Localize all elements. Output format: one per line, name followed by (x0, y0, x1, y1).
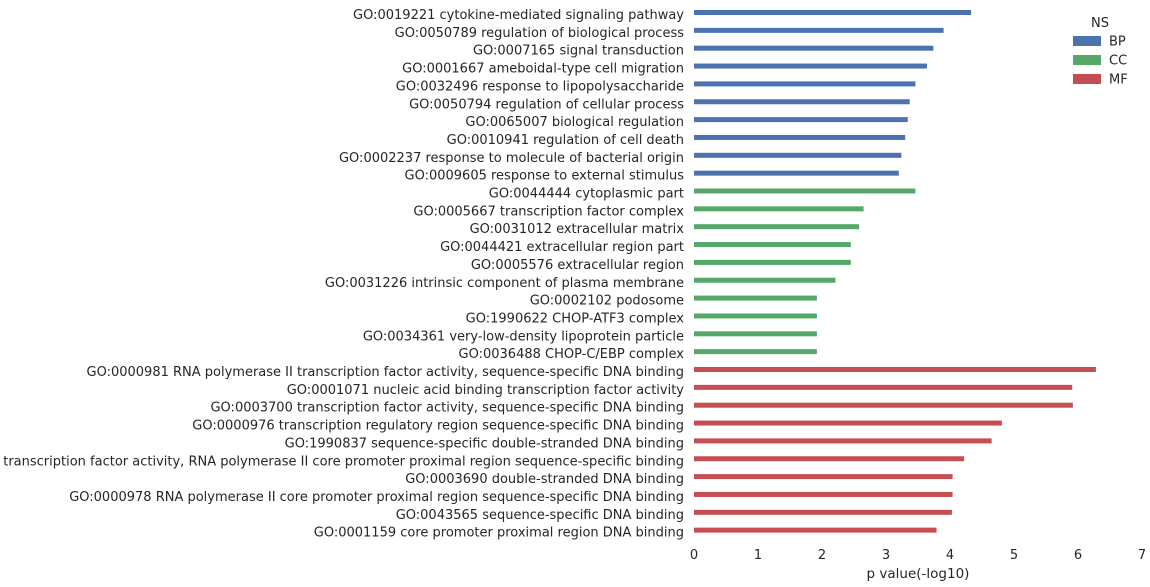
category-label-go-0050794: GO:0050794 regulation of cellular proces… (409, 97, 684, 112)
bar-go-0000978 (694, 491, 953, 497)
bar-go-0036488 (694, 349, 817, 355)
bar-go-0009605 (694, 170, 899, 176)
bar-go-0001071 (694, 384, 1073, 390)
x-tick-label-7: 7 (1138, 548, 1146, 563)
category-label-go-0044421: GO:0044421 extracellular region part (440, 240, 684, 255)
x-axis-title: p value(-log10) (867, 566, 970, 582)
category-label-go-0036488: GO:0036488 CHOP-C/EBP complex (459, 347, 685, 362)
legend-label-bp: BP (1109, 35, 1126, 50)
legend-label-mf: MF (1109, 73, 1128, 88)
bar-go-0001159 (694, 527, 937, 533)
x-tick-label-1: 1 (754, 548, 762, 563)
bar-go-0065007 (694, 117, 908, 123)
category-label-go-0065007: GO:0065007 biological regulation (465, 115, 684, 130)
category-label-go-0000976: GO:0000976 transcription regulatory regi… (192, 419, 684, 434)
x-tick-label-6: 6 (1074, 548, 1082, 563)
category-label-go-0001159: GO:0001159 core promoter proximal region… (314, 526, 684, 541)
category-label-go-0007165: GO:0007165 signal transduction (473, 44, 684, 59)
bar-go-1990622 (694, 313, 817, 319)
bar-go-0003690 (694, 474, 953, 480)
bar-go-0050789 (694, 27, 944, 33)
category-label-go-0032496: GO:0032496 response to lipopolysaccharid… (396, 79, 684, 94)
category-label-go-0003700: GO:0003700 transcription factor activity… (210, 401, 684, 416)
category-label-go-0031012: GO:0031012 extracellular matrix (470, 222, 685, 237)
category-label-go-0002102: GO:0002102 podosome (530, 294, 684, 309)
bar-go-0002237 (694, 152, 902, 158)
x-tick-label-2: 2 (818, 548, 826, 563)
legend-swatch-mf (1073, 74, 1101, 84)
bar-go-0000981 (694, 367, 1096, 372)
bar-go-0005667 (694, 206, 864, 212)
bar-go-0010941 (694, 134, 906, 140)
category-label-go-0000978: GO:0000978 RNA polymerase II core promot… (69, 490, 684, 505)
category-label-go-0043565: GO:0043565 sequence-specific DNA binding (396, 508, 684, 523)
bars-group (694, 10, 1096, 533)
legend-entries: BP CC MF (1073, 35, 1128, 88)
x-tick-label-0: 0 (690, 548, 698, 563)
category-label-go-0003690: GO:0003690 double-stranded DNA binding (405, 472, 684, 487)
category-label-go-0000982: GO:0000982 transcription factor activity… (0, 454, 684, 469)
bar-go-0043565 (694, 509, 952, 515)
category-label-go-1990837: GO:1990837 sequence-specific double-stra… (285, 436, 684, 451)
bar-go-0000982 (694, 456, 965, 462)
bar-go-0001667 (694, 63, 927, 69)
category-label-go-0019221: GO:0019221 cytokine-mediated signaling p… (353, 8, 684, 23)
category-label-go-0001667: GO:0001667 ameboidal-type cell migration (402, 62, 684, 77)
category-label-go-0010941: GO:0010941 regulation of cell death (447, 133, 684, 148)
category-label-go-0002237: GO:0002237 response to molecule of bacte… (339, 151, 684, 166)
category-label-go-0005576: GO:0005576 extracellular region (471, 258, 684, 273)
bar-go-0007165 (694, 45, 934, 51)
category-label-go-0031226: GO:0031226 intrinsic component of plasma… (325, 276, 684, 291)
category-label-go-0009605: GO:0009605 response to external stimulus (405, 169, 685, 184)
bar-go-0019221 (694, 10, 972, 15)
x-tick-label-4: 4 (946, 548, 954, 563)
x-tick-labels-group: 0 1 2 3 4 5 6 7 (690, 548, 1146, 563)
bar-go-0002102 (694, 295, 817, 301)
bar-go-1990837 (694, 438, 992, 444)
legend: NS BP CC MF (1073, 16, 1128, 88)
category-label-go-0034361: GO:0034361 very-low-density lipoprotein … (363, 329, 684, 344)
category-label-go-1990622: GO:1990622 CHOP-ATF3 complex (466, 311, 685, 326)
bar-go-0031012 (694, 224, 860, 230)
legend-label-cc: CC (1109, 54, 1127, 69)
legend-swatch-bp (1073, 36, 1101, 46)
legend-swatch-cc (1073, 55, 1101, 65)
bar-go-0050794 (694, 99, 910, 105)
bar-go-0044444 (694, 188, 916, 194)
bar-go-0034361 (694, 331, 817, 337)
category-label-go-0050789: GO:0050789 regulation of biological proc… (395, 26, 685, 41)
bar-go-0032496 (694, 81, 916, 87)
category-label-go-0001071: GO:0001071 nucleic acid binding transcri… (287, 383, 685, 398)
bar-go-0000976 (694, 420, 1002, 426)
bar-go-0005576 (694, 259, 851, 265)
category-label-go-0005667: GO:0005667 transcription factor complex (413, 204, 684, 219)
x-tick-label-5: 5 (1010, 548, 1018, 563)
bar-go-0044421 (694, 242, 851, 248)
category-label-go-0044444: GO:0044444 cytoplasmic part (489, 187, 684, 202)
category-labels-group: GO:0019221 cytokine-mediated signaling p… (0, 8, 684, 541)
x-tick-label-3: 3 (882, 548, 890, 563)
bar-go-0031226 (694, 277, 836, 283)
bar-go-0003700 (694, 402, 1073, 408)
category-label-go-0000981: GO:0000981 RNA polymerase II transcripti… (87, 365, 684, 380)
legend-title: NS (1091, 16, 1109, 31)
